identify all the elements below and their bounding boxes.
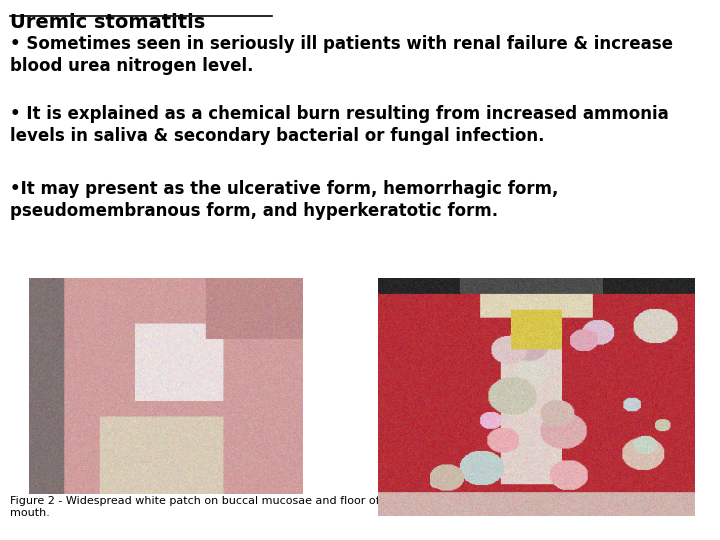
Text: • It is explained as a chemical burn resulting from increased ammonia
levels in : • It is explained as a chemical burn res…: [10, 105, 669, 145]
Text: • Sometimes seen in seriously ill patients with renal failure & increase
blood u: • Sometimes seen in seriously ill patien…: [10, 35, 673, 75]
Text: Uremic stomatitis: Uremic stomatitis: [10, 13, 205, 32]
Text: Figure 2 - Widespread white patch on buccal mucosae and floor of the
mouth.: Figure 2 - Widespread white patch on buc…: [10, 496, 402, 518]
Text: •It may present as the ulcerative form, hemorrhagic form,
pseudomembranous form,: •It may present as the ulcerative form, …: [10, 180, 559, 220]
